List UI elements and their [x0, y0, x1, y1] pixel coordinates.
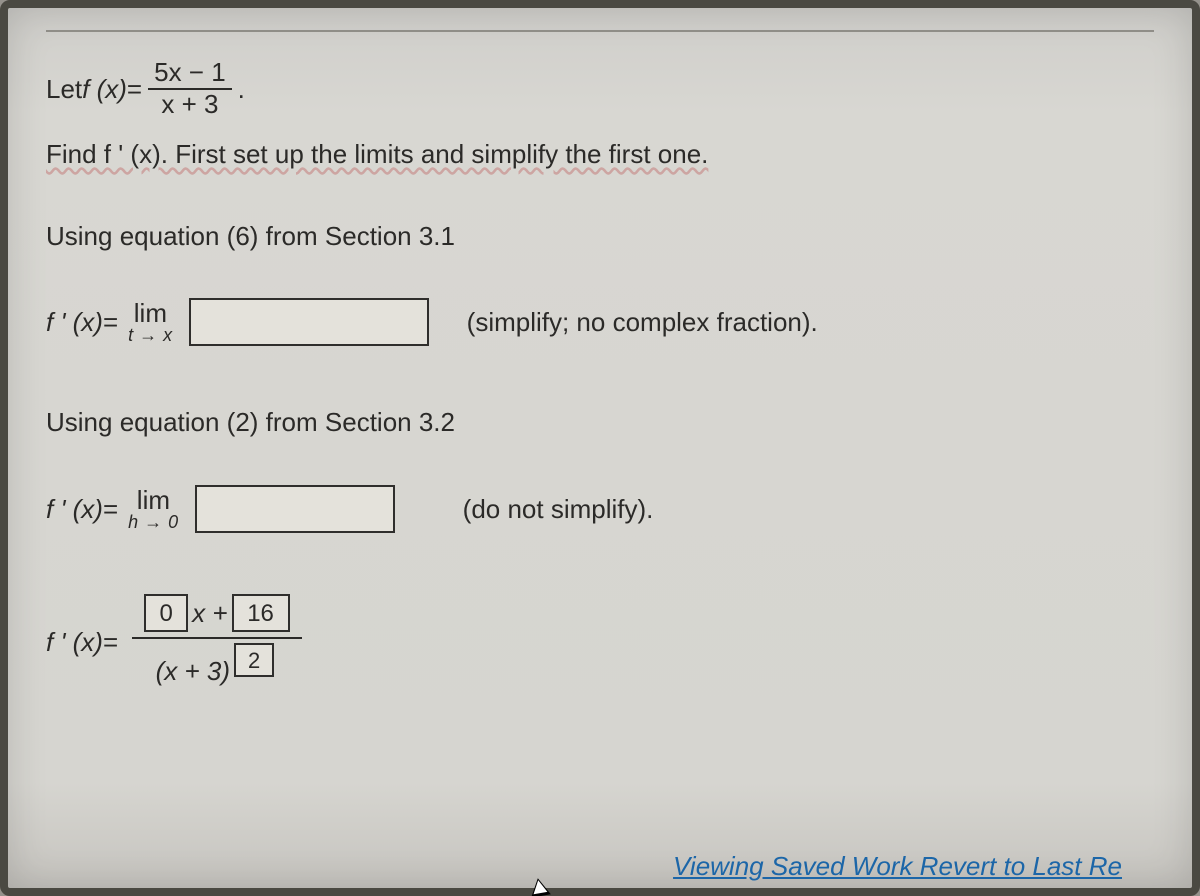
eq2-lhs: f ' (x)	[46, 489, 103, 529]
rational-expression: 5x − 1 x + 3	[148, 58, 232, 120]
eq2-lim-label: lim	[137, 487, 170, 513]
top-divider	[46, 30, 1154, 32]
final-lhs: f ' (x)	[46, 622, 103, 662]
equation2-row: f ' (x) = lim h → 0 (do not simplify).	[46, 485, 1154, 533]
function-definition: Let f (x) = 5x − 1 x + 3 .	[46, 58, 1154, 120]
equals: =	[127, 69, 142, 109]
numerator: 5x − 1	[148, 58, 232, 88]
equation1-row: f ' (x) = lim t → x (simplify; no comple…	[46, 298, 1154, 346]
final-coeff-input[interactable]: 0	[144, 594, 188, 632]
final-fraction: 0 x + 16 (x + 3) 2	[132, 589, 301, 696]
final-den-power: (x + 3) 2	[156, 643, 278, 691]
let-text: Let	[46, 69, 82, 109]
eq2-answer-input[interactable]	[195, 485, 395, 533]
section2-heading: Using equation (2) from Section 3.2	[46, 402, 455, 442]
section2-heading-row: Using equation (2) from Section 3.2	[46, 402, 1154, 442]
eq2-equals: =	[103, 489, 118, 529]
problem-body: Let f (x) = 5x − 1 x + 3 . Find f ' (x).…	[46, 58, 1154, 695]
eq2-note: (do not simplify).	[463, 489, 654, 529]
eq1-equals: =	[103, 302, 118, 342]
final-numerator: 0 x + 16	[132, 589, 301, 637]
final-const-input[interactable]: 16	[232, 594, 290, 632]
final-equals: =	[103, 622, 118, 662]
period: .	[238, 69, 245, 109]
final-answer-row: f ' (x) = 0 x + 16 (x + 3) 2	[46, 589, 1154, 696]
instruction-text: Find f ' (x). First set up the limits an…	[46, 134, 708, 174]
final-middle: x +	[192, 593, 227, 633]
section1-heading: Using equation (6) from Section 3.1	[46, 216, 455, 256]
final-expression: 0 x + 16 (x + 3) 2	[118, 589, 301, 696]
final-exp-input[interactable]: 2	[234, 643, 274, 677]
eq1-answer-input[interactable]	[189, 298, 429, 346]
eq2-lim-sub: h → 0	[128, 513, 179, 531]
final-den-base: (x + 3)	[156, 643, 230, 691]
eq2-limit: lim h → 0	[128, 487, 179, 531]
instruction-line: Find f ' (x). First set up the limits an…	[46, 134, 1154, 174]
final-denominator: (x + 3) 2	[148, 639, 286, 695]
problem-panel: Let f (x) = 5x − 1 x + 3 . Find f ' (x).…	[0, 0, 1200, 896]
section1-heading-row: Using equation (6) from Section 3.1	[46, 216, 1154, 256]
eq1-lim-sub: t → x	[128, 326, 173, 344]
eq1-limit: lim t → x	[128, 300, 173, 344]
eq1-note: (simplify; no complex fraction).	[467, 302, 818, 342]
eq1-lim-label: lim	[134, 300, 167, 326]
eq1-lhs: f ' (x)	[46, 302, 103, 342]
denominator: x + 3	[155, 90, 224, 120]
saved-work-link[interactable]: Viewing Saved Work Revert to Last Re	[673, 851, 1122, 882]
fx-symbol: f (x)	[82, 69, 127, 109]
